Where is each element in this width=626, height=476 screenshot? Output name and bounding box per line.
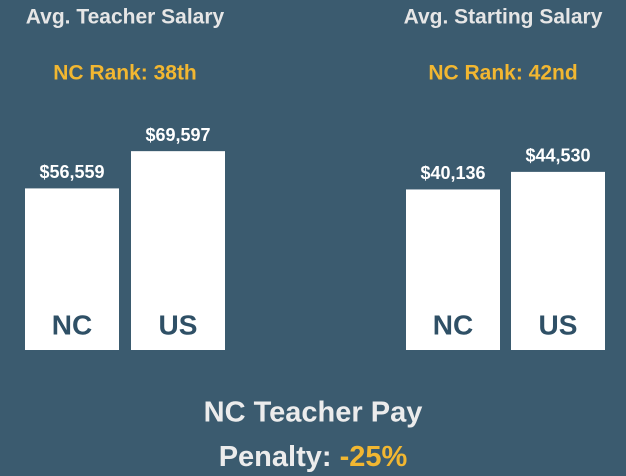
footer-penalty: -25% — [340, 441, 408, 473]
footer-label: Penalty: — [219, 441, 332, 473]
chart-title: Avg. Starting Salary — [404, 6, 603, 29]
footer-line2: Penalty: -25% — [219, 441, 408, 473]
value-label: $44,530 — [525, 146, 590, 166]
chart-title: Avg. Teacher Salary — [26, 6, 225, 29]
footer-line1: NC Teacher Pay — [204, 397, 423, 429]
bar — [406, 189, 500, 350]
category-label: US — [539, 309, 578, 340]
category-label: NC — [52, 309, 92, 340]
bar — [25, 188, 119, 350]
bar — [131, 151, 225, 350]
value-label: $56,559 — [39, 162, 104, 182]
bar — [511, 171, 605, 350]
category-label: NC — [433, 309, 473, 340]
chart-subtitle: NC Rank: 42nd — [428, 62, 577, 85]
category-label: US — [159, 309, 198, 340]
chart-subtitle: NC Rank: 38th — [53, 62, 197, 85]
value-label: $69,597 — [145, 125, 210, 145]
value-label: $40,136 — [420, 163, 485, 183]
